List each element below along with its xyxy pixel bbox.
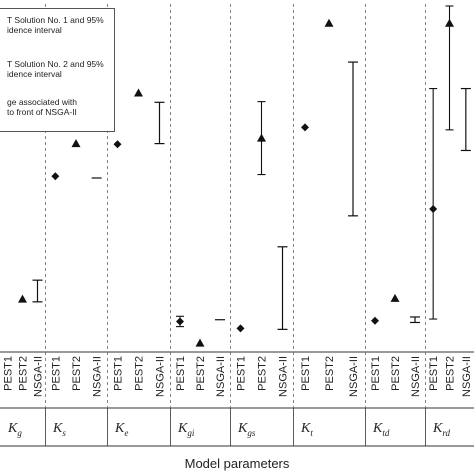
group-label-subscript: g [17,428,22,438]
subcategory-label: PEST2 [134,356,146,391]
group-label-subscript: t [310,428,313,438]
pest1-point [236,324,245,333]
legend-entry-series-3: ge associated with to front of NSGA-II [0,97,114,117]
subcategory-label: NSGA-II [348,356,360,397]
legend-text: to front of NSGA-II [7,107,77,117]
subcategory-label: PEST2 [324,356,336,391]
subcategory-label: NSGA-II [215,356,227,397]
subcategory-label: PEST1 [428,356,440,391]
group-label-subscript: s [62,428,66,438]
pest1-point [371,316,379,325]
subcategory-label: NSGA-II [461,356,473,397]
chart-marks [18,5,471,347]
group-label: Ks [52,421,66,438]
subcategory-label: PEST2 [390,356,402,391]
legend-entry-series-2: T Solution No. 2 and 95% idence interval [0,59,114,79]
pest2-point [445,18,454,27]
pest2-point [18,294,27,303]
group-separators [45,4,426,446]
legend: T Solution No. 1 and 95% idence interval… [0,8,115,132]
subcategory-label: PEST2 [18,356,30,391]
pest2-point [390,293,400,302]
pest1-point [176,317,184,326]
subcategory-labels: PEST1 PEST2 NSGA-II PEST1 PEST2 NSGA-II PEST1 P… [3,356,473,397]
pest1-point [113,140,122,149]
group-label: Ke [114,421,128,438]
subcategory-label: PEST2 [257,356,269,391]
legend-text: T Solution No. 2 and 95% [7,59,104,69]
subcategory-label: NSGA-II [33,356,45,397]
subcategory-label: NSGA-II [410,356,422,397]
subcategory-label: PEST1 [300,356,312,391]
group-label-subscript: gi [187,428,195,438]
group-label: Krd [432,421,451,438]
subcategory-label: PEST1 [370,356,382,391]
legend-entry-series-1: T Solution No. 1 and 95% idence interval [0,15,114,35]
group-labels: Kg Ks Ke Kgi Kgs Kt Ktd Krd [7,421,451,438]
subcategory-label: PEST2 [445,356,457,391]
legend-text: ge associated with [7,97,77,107]
group-label-subscript: rd [442,428,450,438]
legend-text: idence interval [7,69,62,79]
group-label: Kgi [177,421,195,438]
pest2-point [257,133,266,142]
legend-text: idence interval [7,25,62,35]
pest2-point [195,338,205,347]
chart-frame [0,351,474,447]
subcategory-label: PEST1 [113,356,125,391]
subcategory-label: PEST1 [175,356,187,391]
group-label-subscript: e [124,428,128,438]
group-label: Kt [300,421,313,438]
group-label: Kg [7,421,22,438]
subcategory-label: NSGA-II [278,356,290,397]
pest1-point [51,172,60,181]
subcategory-label: PEST2 [71,356,83,391]
group-label: Kgs [237,421,256,438]
pest1-point [301,123,309,132]
group-label-subscript: gs [247,428,256,438]
subcategory-label: PEST1 [3,356,15,391]
pest2-point [324,18,334,27]
x-axis-label: Model parameters [184,456,290,471]
pest1-point [429,204,438,213]
legend-text: T Solution No. 1 and 95% [7,15,104,25]
pest2-point [134,88,143,97]
subcategory-label: PEST2 [195,356,207,391]
pest2-point [71,139,81,148]
subcategory-label: NSGA-II [92,356,104,397]
group-label-subscript: td [382,428,390,438]
subcategory-label: PEST1 [236,356,248,391]
subcategory-label: PEST1 [50,356,62,391]
group-label: Ktd [372,421,390,438]
subcategory-label: NSGA-II [155,356,167,397]
